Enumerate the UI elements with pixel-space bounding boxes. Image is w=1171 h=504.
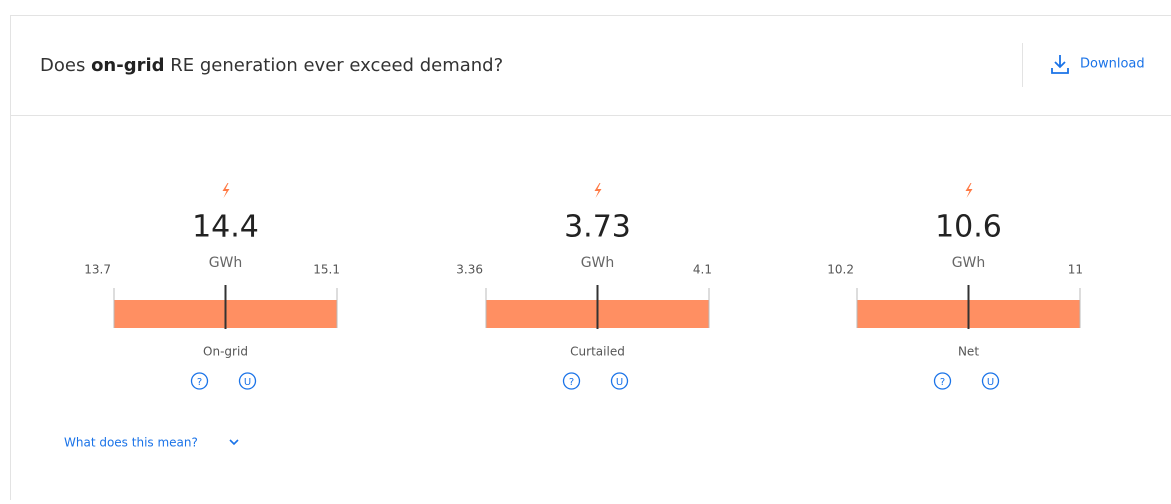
gauge-value: 10.6 xyxy=(935,210,1002,245)
gauge-unit: GWh xyxy=(209,255,243,271)
header-title: Does on-grid RE generation ever exceed d… xyxy=(40,55,503,76)
gauge-value: 3.73 xyxy=(564,210,631,245)
info-icon-label: ? xyxy=(940,377,945,388)
info-icon-label: U xyxy=(987,377,994,388)
gauge-unit: GWh xyxy=(581,255,615,271)
gauge-label: On-grid xyxy=(203,345,248,359)
title-start: Does xyxy=(40,55,85,76)
download-label[interactable]: Download xyxy=(1080,57,1145,72)
info-icon-label: U xyxy=(616,377,623,388)
gauge-max: 11 xyxy=(1068,263,1083,277)
gauge-max: 4.1 xyxy=(693,263,712,277)
gauge-max: 15.1 xyxy=(313,263,340,277)
gauge-min: 10.2 xyxy=(827,263,854,277)
info-icon-label: ? xyxy=(197,377,202,388)
info-icon-label: U xyxy=(244,377,251,388)
gauge-value: 14.4 xyxy=(192,210,259,245)
gauge-label: Net xyxy=(958,345,979,359)
gauge-min: 3.36 xyxy=(456,263,483,277)
title-end: RE generation ever exceed demand? xyxy=(170,55,503,76)
help-link[interactable]: What does this mean? xyxy=(64,436,198,450)
info-icon-label: ? xyxy=(569,377,574,388)
gauge-min: 13.7 xyxy=(84,263,111,277)
gauge-label: Curtailed xyxy=(570,345,625,359)
title-bold: on-grid xyxy=(91,55,164,76)
gauge-unit: GWh xyxy=(952,255,986,271)
